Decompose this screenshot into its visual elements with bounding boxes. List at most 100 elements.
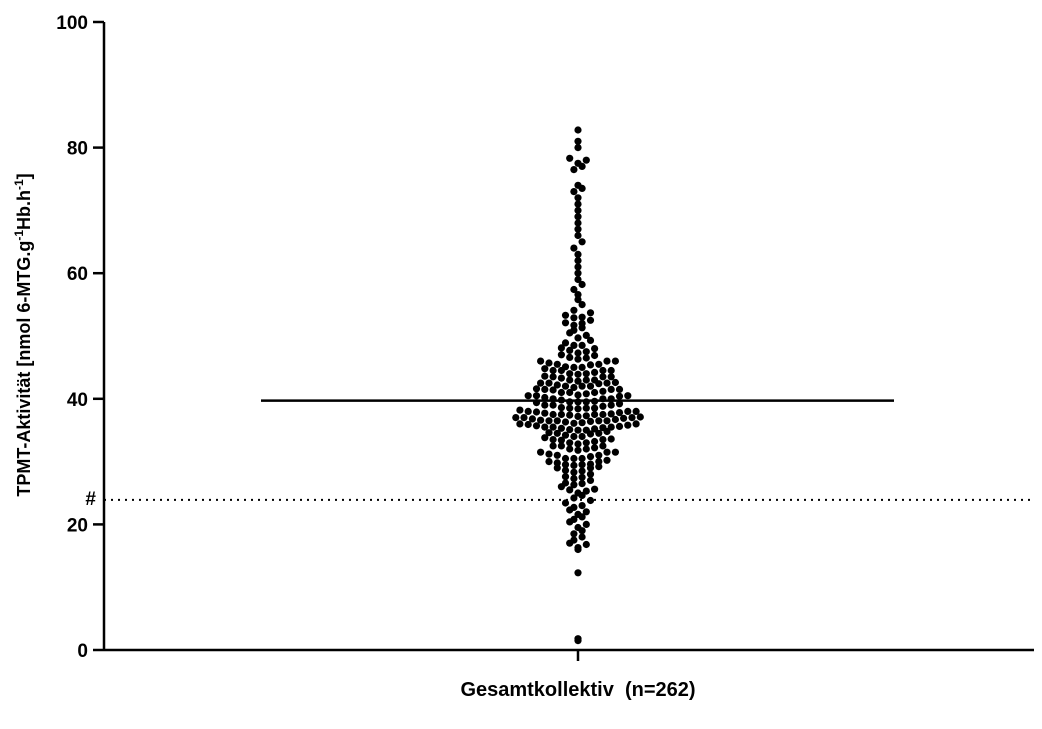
data-point bbox=[566, 370, 574, 378]
data-point bbox=[595, 417, 603, 425]
data-point bbox=[578, 419, 586, 427]
data-point bbox=[557, 388, 566, 397]
data-point bbox=[574, 250, 582, 258]
data-point bbox=[574, 440, 582, 448]
data-point bbox=[537, 379, 545, 387]
data-point bbox=[557, 442, 566, 450]
y-title-suffix: ] bbox=[14, 173, 34, 179]
data-point bbox=[549, 442, 557, 450]
data-point bbox=[578, 382, 586, 390]
data-point bbox=[570, 321, 578, 329]
data-point bbox=[574, 219, 582, 227]
data-point bbox=[636, 413, 644, 421]
data-point bbox=[574, 144, 582, 152]
data-point bbox=[524, 392, 532, 400]
data-point bbox=[615, 409, 624, 417]
y-tick-label-60: 60 bbox=[67, 264, 88, 285]
data-point bbox=[574, 206, 582, 214]
data-point bbox=[574, 405, 582, 413]
data-point bbox=[574, 412, 582, 420]
data-point bbox=[599, 387, 607, 395]
data-point bbox=[578, 238, 586, 246]
data-point bbox=[578, 432, 586, 441]
data-point bbox=[611, 448, 620, 456]
data-point bbox=[566, 353, 574, 361]
data-point bbox=[582, 412, 590, 420]
data-point bbox=[574, 637, 582, 645]
data-point bbox=[570, 454, 578, 463]
data-point bbox=[570, 530, 578, 538]
data-point bbox=[603, 427, 611, 436]
y-title-sup2: -1 bbox=[12, 179, 26, 190]
data-points bbox=[512, 126, 644, 645]
data-point bbox=[541, 409, 549, 417]
data-point bbox=[582, 156, 590, 164]
data-point bbox=[578, 473, 586, 481]
data-point bbox=[537, 448, 545, 456]
data-point bbox=[549, 373, 557, 381]
data-point bbox=[561, 418, 570, 426]
data-point bbox=[557, 424, 566, 432]
data-point bbox=[603, 357, 611, 365]
threshold-label: # bbox=[85, 489, 96, 510]
data-point bbox=[578, 491, 586, 500]
data-point bbox=[557, 483, 566, 491]
y-title-prefix: TPMT-Aktivität [nmol 6-MTG.g bbox=[14, 241, 34, 497]
data-point bbox=[624, 407, 632, 415]
data-point bbox=[615, 392, 624, 400]
data-point bbox=[620, 414, 628, 422]
data-point bbox=[570, 494, 578, 502]
data-point bbox=[603, 417, 611, 425]
data-point bbox=[599, 410, 607, 419]
y-tick-label-0: 0 bbox=[77, 641, 88, 662]
data-point bbox=[553, 360, 561, 368]
data-point bbox=[541, 385, 549, 393]
data-point bbox=[566, 486, 574, 494]
data-point bbox=[599, 373, 607, 381]
data-point bbox=[545, 458, 553, 466]
data-point bbox=[541, 401, 549, 409]
data-point bbox=[582, 331, 590, 339]
data-point bbox=[553, 464, 561, 472]
data-point bbox=[574, 275, 582, 284]
data-point bbox=[570, 285, 578, 294]
data-point bbox=[582, 354, 590, 362]
data-point bbox=[574, 355, 582, 363]
data-point bbox=[586, 430, 595, 438]
data-point bbox=[574, 377, 582, 385]
data-point bbox=[549, 386, 557, 394]
data-point bbox=[524, 420, 532, 429]
data-point bbox=[574, 200, 582, 208]
data-point bbox=[566, 346, 574, 354]
data-point bbox=[574, 296, 582, 304]
data-point bbox=[570, 468, 578, 476]
data-point bbox=[624, 421, 632, 429]
data-point bbox=[582, 390, 590, 398]
data-point bbox=[615, 400, 624, 408]
data-point bbox=[582, 439, 590, 447]
data-point bbox=[570, 383, 578, 392]
data-point bbox=[574, 349, 582, 357]
data-point bbox=[591, 485, 599, 493]
data-point bbox=[574, 426, 582, 434]
data-point bbox=[615, 385, 624, 393]
data-point bbox=[574, 225, 582, 233]
data-point bbox=[570, 306, 578, 314]
data-point bbox=[557, 366, 566, 375]
data-point bbox=[574, 446, 582, 454]
data-point bbox=[578, 527, 586, 535]
data-point bbox=[599, 436, 607, 444]
data-point bbox=[582, 520, 590, 529]
data-point bbox=[561, 382, 570, 390]
data-point bbox=[578, 301, 586, 309]
data-point bbox=[574, 269, 582, 277]
data-point bbox=[586, 309, 595, 317]
data-point bbox=[516, 420, 524, 428]
data-point bbox=[561, 319, 570, 327]
data-point bbox=[561, 431, 570, 439]
data-point bbox=[582, 404, 590, 412]
y-axis-title: TPMT-Aktivität [nmol 6-MTG.g-1Hb.h-1] bbox=[12, 173, 34, 496]
data-point bbox=[566, 518, 574, 526]
x-category-label: Gesamtkollektiv (n=262) bbox=[460, 679, 695, 701]
